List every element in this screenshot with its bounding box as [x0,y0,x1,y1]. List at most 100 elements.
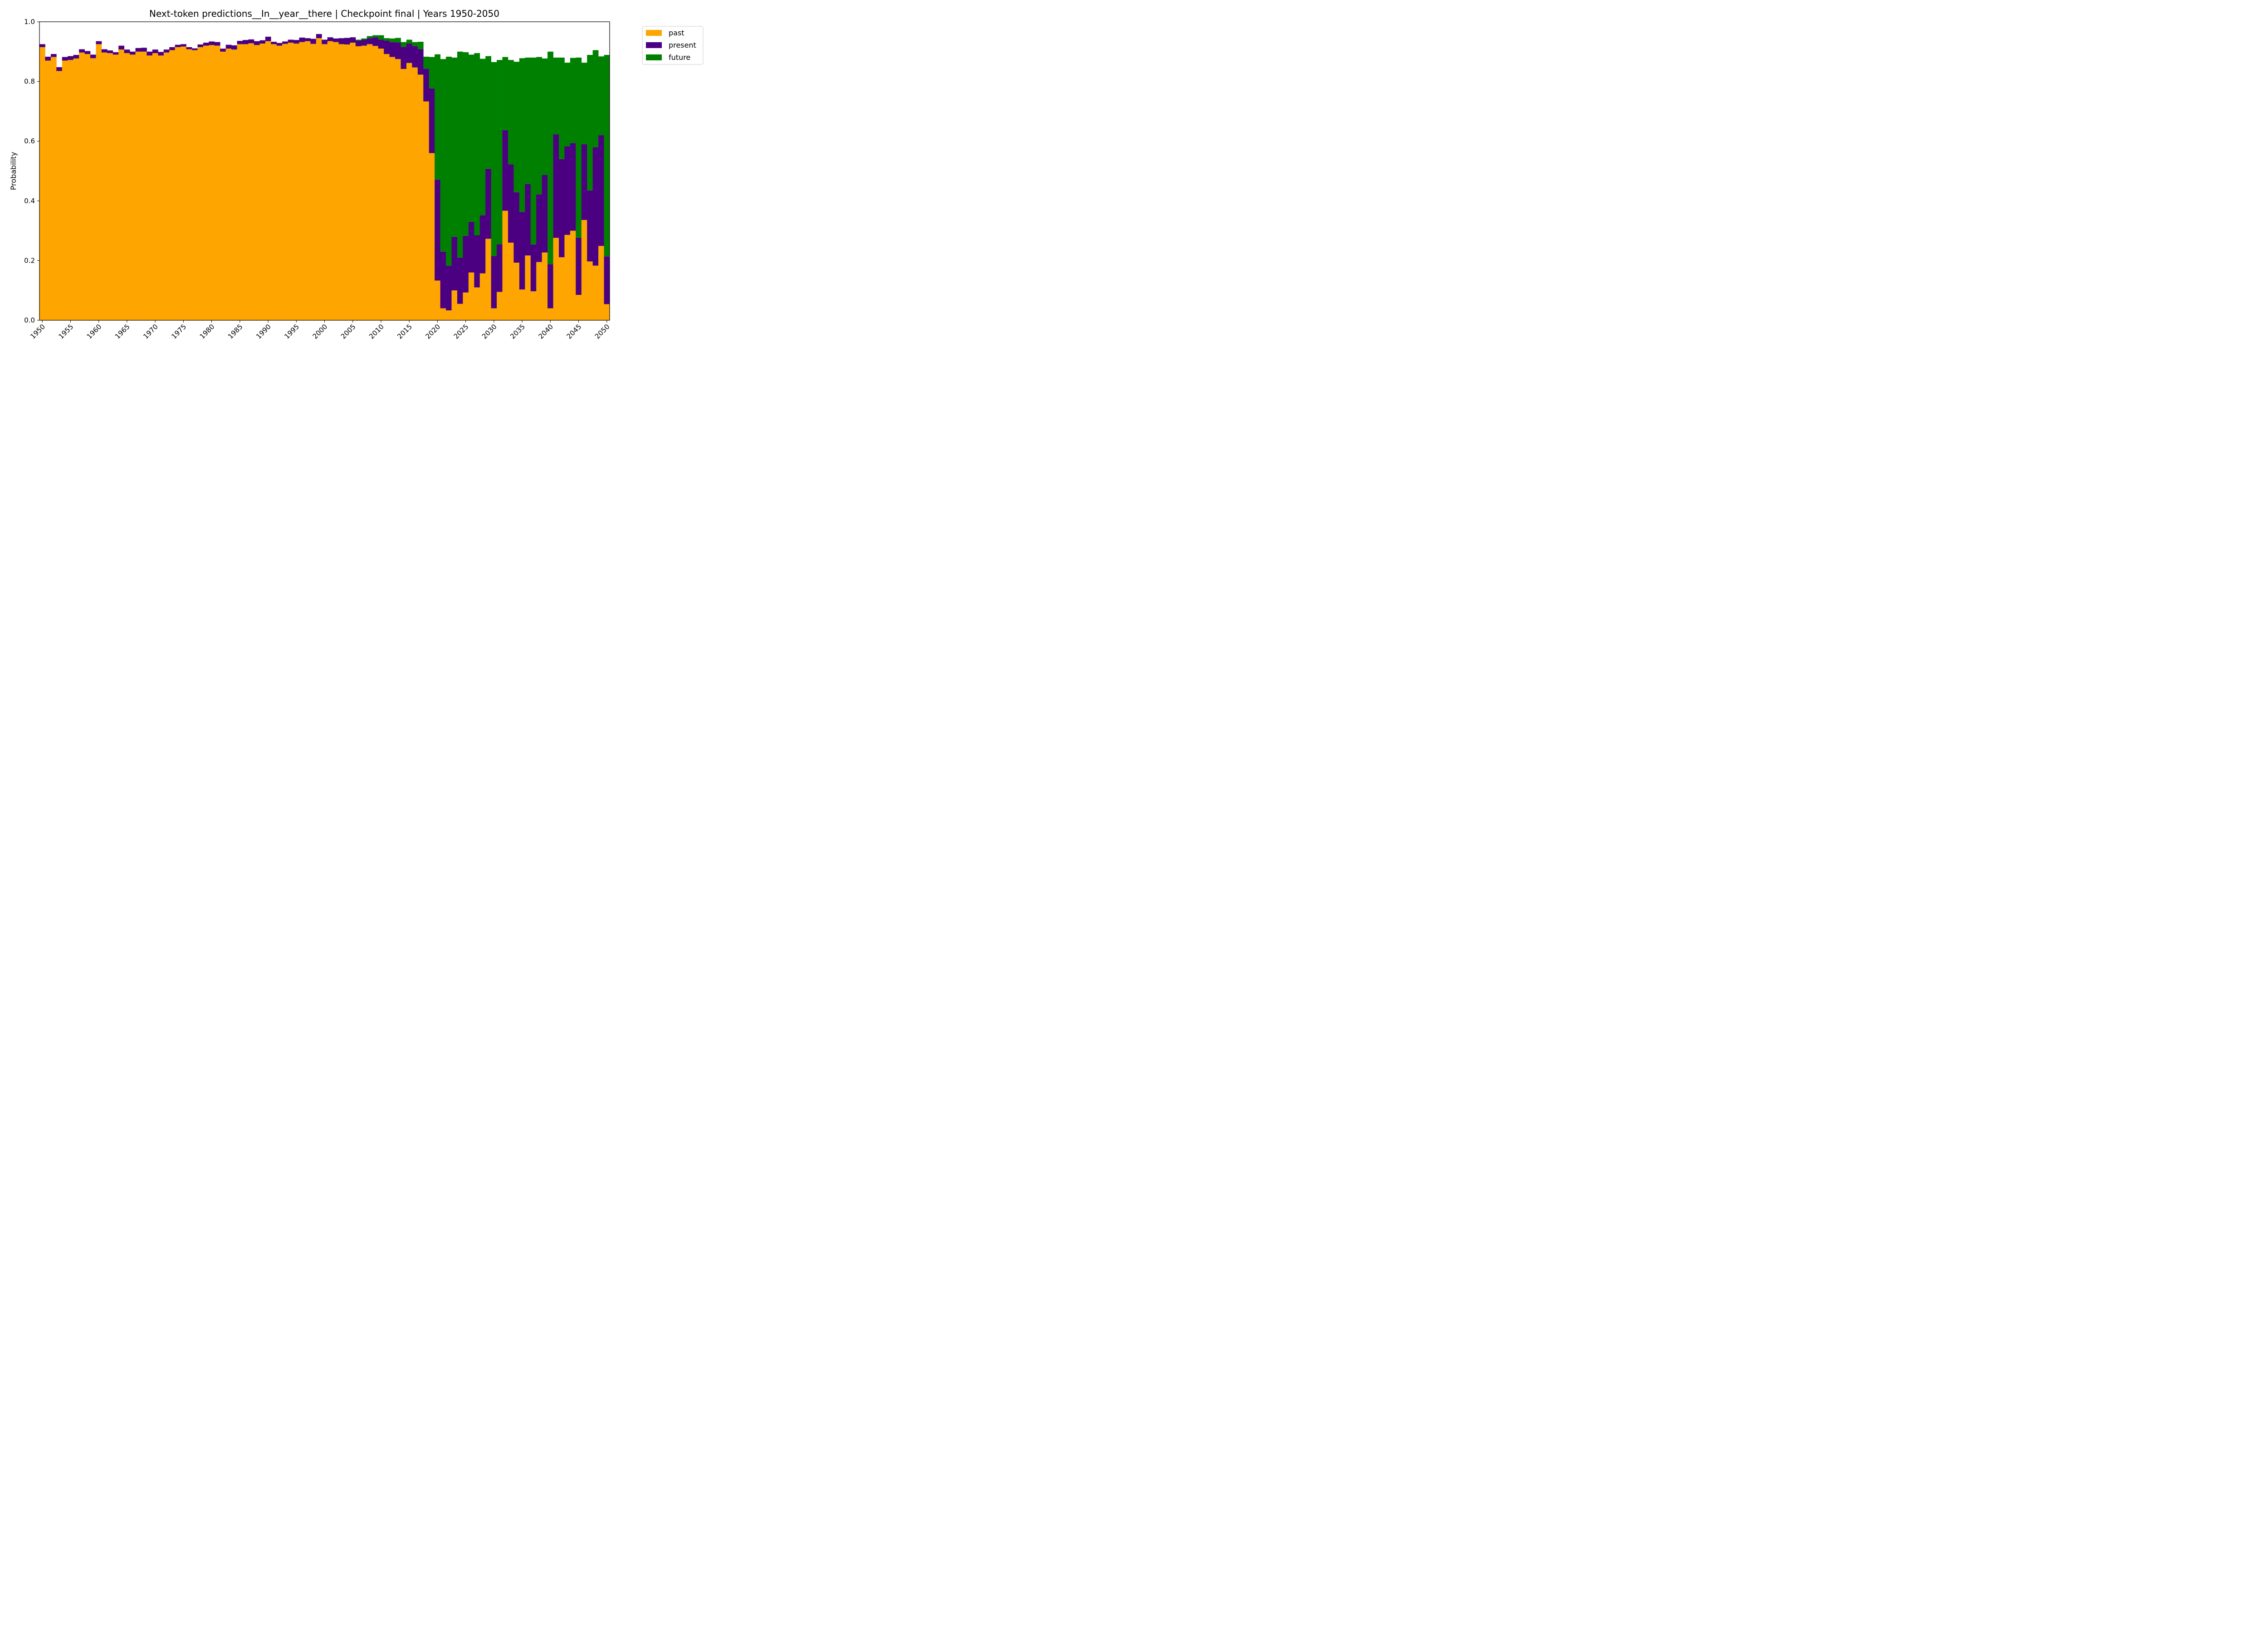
x-tick-label: 1950 [29,323,47,341]
bar-present-1988 [254,41,260,45]
bar-past-1950 [39,47,45,320]
x-tick-label: 1985 [226,323,244,341]
bar-past-1970 [152,53,158,320]
x-tick-label: 1995 [283,323,301,341]
bar-present-1960 [96,41,102,44]
bar-past-2029 [485,239,491,320]
bar-future-2048 [593,50,599,147]
bar-past-1989 [259,44,265,320]
bar-present-2048 [593,147,599,265]
bar-present-2008 [367,38,373,44]
bar-future-2016 [412,42,418,46]
bar-future-2027 [474,53,480,235]
bar-future-2023 [452,58,458,237]
bar-past-2023 [452,290,458,320]
bar-present-2020 [435,180,440,280]
bar-future-2020 [435,54,440,180]
bar-past-1974 [175,47,181,320]
bar-present-1976 [186,47,192,49]
bar-past-1968 [141,52,147,320]
bar-past-1973 [169,50,175,320]
y-tick-label: 0.2 [24,256,35,264]
bar-past-1995 [293,44,299,320]
bar-present-2039 [542,175,548,253]
bar-present-2040 [547,264,553,308]
bar-past-2016 [412,68,418,320]
bar-past-1990 [265,41,271,320]
bar-present-2027 [474,235,480,287]
bar-past-2034 [513,263,519,320]
bar-future-2035 [519,58,525,212]
bar-present-1972 [164,49,170,53]
bar-present-1957 [79,49,85,53]
x-tick-label: 2045 [565,323,583,341]
x-tick-label: 1990 [254,323,273,341]
bar-past-2006 [356,46,362,320]
bar-present-2036 [525,184,531,255]
bar-past-2005 [350,43,356,320]
bar-present-2024 [457,258,463,304]
bar-past-2000 [322,44,327,320]
bar-future-2039 [542,59,548,175]
bar-future-2049 [598,56,604,135]
bar-past-2035 [519,289,525,320]
bar-present-1979 [203,43,209,46]
bar-past-1960 [96,44,102,320]
bar-present-2013 [395,42,401,59]
bar-past-2008 [367,44,373,320]
bar-present-1964 [118,46,124,50]
bar-present-1968 [141,48,147,52]
bar-future-2040 [547,52,553,264]
bar-future-2032 [503,57,508,130]
bar-present-1999 [316,34,322,38]
bar-past-1984 [231,49,237,320]
bar-past-1959 [90,58,96,320]
bar-present-1955 [68,56,73,60]
bar-present-2003 [339,38,345,44]
bar-present-2006 [356,40,362,46]
bar-present-2044 [570,143,576,230]
bar-past-2041 [553,238,559,320]
bar-present-1975 [181,44,186,46]
bar-past-1967 [136,52,142,320]
bar-past-2039 [542,253,548,320]
bar-past-2048 [593,266,599,320]
bar-past-2027 [474,288,480,320]
bar-past-1998 [310,44,316,320]
x-tick-label: 2025 [452,323,470,341]
bar-future-2025 [463,52,469,236]
bar-past-2007 [361,46,367,320]
bar-future-2034 [513,62,519,192]
bar-present-2041 [553,134,559,238]
bar-future-2022 [446,57,452,266]
bar-past-2019 [429,153,435,320]
bar-present-2034 [513,192,519,263]
bar-future-2045 [576,58,582,238]
bar-present-2043 [564,146,570,235]
bar-future-2037 [531,58,537,244]
bar-past-1979 [203,46,209,320]
legend-label-future: future [669,53,690,62]
bar-present-1996 [299,38,305,42]
bar-future-2042 [559,58,565,159]
bar-present-2049 [598,135,604,246]
bar-present-2032 [503,130,508,211]
bar-present-1998 [310,39,316,44]
bar-present-2037 [531,244,537,291]
bar-past-1964 [118,49,124,320]
bar-past-1985 [237,44,243,320]
bar-past-1982 [220,52,226,320]
bar-present-1980 [209,41,215,45]
bar-past-2033 [508,243,514,320]
bar-past-2038 [536,262,542,320]
bar-past-2028 [480,274,486,320]
bar-past-2046 [582,220,587,320]
bar-present-1987 [248,39,254,44]
bar-present-2000 [322,39,327,44]
bar-past-1958 [85,54,91,320]
bar-present-1961 [102,49,108,53]
y-tick-label: 0.8 [24,78,35,86]
bar-present-1956 [73,55,79,59]
bar-past-2049 [598,246,604,320]
bar-past-1963 [113,54,119,320]
